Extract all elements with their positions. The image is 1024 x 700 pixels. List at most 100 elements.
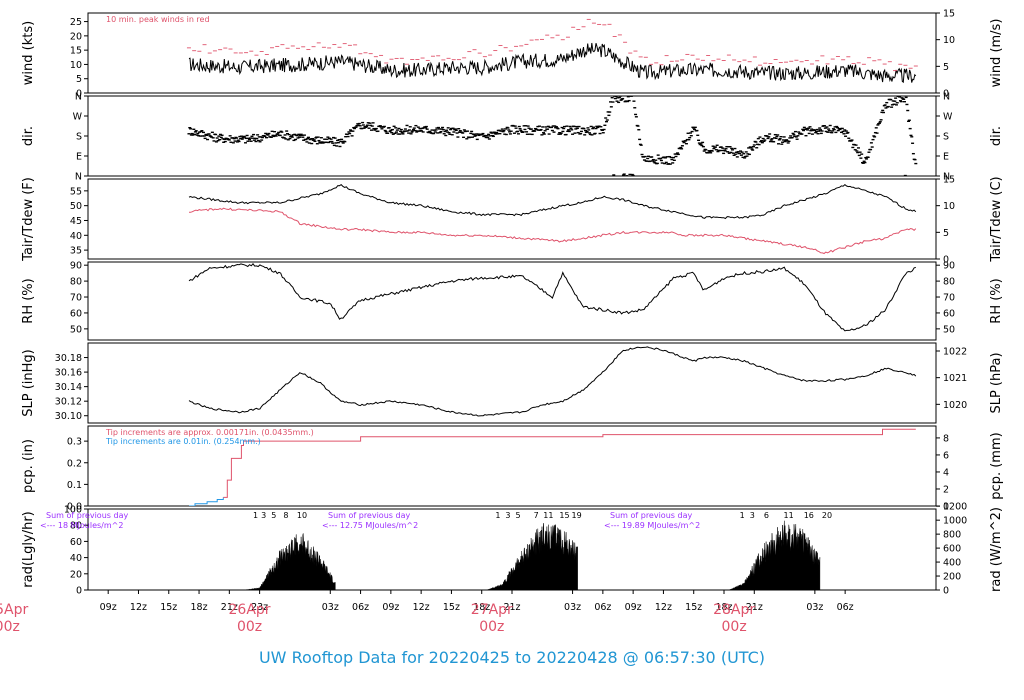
x-tick-label: 15z: [443, 602, 460, 613]
dir-plot-area: [187, 96, 918, 176]
wind-ytick-label: 25: [70, 17, 82, 28]
rh-ylabel-right: RH (%): [989, 278, 1004, 323]
day-hour-label: 00z: [479, 619, 504, 635]
wind-ytick-right-label: 5: [943, 62, 949, 73]
rad-ytick-right-label: 200: [943, 572, 961, 583]
x-tick-label: 21z: [746, 602, 763, 613]
x-tick-label: 09z: [625, 602, 642, 613]
rh-ytick-label: 60: [70, 308, 82, 319]
x-tick-label: 23z: [251, 602, 268, 613]
temp-ytick-label: 40: [70, 231, 82, 242]
wind-ytick-right-label: 0: [943, 89, 949, 100]
temp-ytick-label: 45: [70, 216, 82, 227]
wind-ylabel: wind (kts): [21, 21, 36, 85]
slp-ylabel-right: SLP (hPa): [989, 352, 1004, 413]
rad-ytick-right-label: 0: [943, 586, 949, 597]
x-tick-label: 06z: [352, 602, 369, 613]
rad-plot-area: [244, 520, 821, 590]
rh-series-0: [188, 263, 916, 332]
pcp-annotation-approx: Tip increments are approx. 0.00171in. (0…: [105, 428, 314, 437]
dir-ytick-right-label: W: [943, 112, 953, 123]
rad-ytick-label: 20: [70, 569, 82, 580]
pcp-ytick-right-label: 6: [943, 450, 949, 461]
day-hour-label: 00z: [0, 619, 20, 635]
x-tick-label: 03z: [322, 602, 339, 613]
rad-day-1: [244, 533, 336, 590]
wind-series-wind: [188, 42, 917, 84]
rad-hour-mark: 10: [297, 511, 307, 520]
temp-ytick-label: 55: [70, 186, 82, 197]
wind-plot-area: [186, 18, 918, 84]
rad-hour-mark: 19: [572, 511, 582, 520]
pcp-ytick-label: 0.2: [67, 458, 82, 469]
dir-ytick-label: N: [75, 92, 82, 103]
dir-ytick-label: N: [75, 172, 82, 183]
temp-ytick-right-label: 15: [943, 175, 955, 186]
rad-total-title: Sum of previous day: [328, 511, 410, 520]
pcp-ylabel-right: pcp. (mm): [989, 432, 1004, 499]
rad-hour-mark: 16: [804, 511, 814, 520]
temp-ylabel-right: Tair/Tdew (C): [989, 176, 1004, 262]
rad-ytick-right-label: 1000: [943, 516, 967, 527]
x-tick-label: 21z: [221, 602, 238, 613]
rad-hour-mark: 1: [253, 511, 258, 520]
rad-hour-mark: 3: [261, 511, 266, 520]
rh-ylabel: RH (%): [21, 278, 36, 323]
temp-series-Tair: [188, 183, 917, 220]
dir-ytick-label: E: [76, 152, 82, 163]
temp-ytick-right-label: 10: [943, 201, 955, 212]
day-hour-label: 00z: [722, 619, 747, 635]
rad-ylabel-right: rad (W/m^2): [989, 507, 1004, 592]
day-label: 26Apr: [229, 602, 271, 618]
rh-ytick-right-label: 50: [943, 324, 955, 335]
rad-ytick-label: 60: [70, 537, 82, 548]
wind-ylabel-right: wind (m/s): [989, 19, 1004, 88]
slp-ytick-label: 30.18: [55, 353, 82, 364]
dir-ylabel-right: dir.: [989, 126, 1004, 146]
slp-ytick-right-label: 1020: [943, 400, 967, 411]
wind-frame: [87, 12, 937, 94]
rad-total-value: <--- 19.89 MJoules/m^2: [604, 521, 700, 530]
pcp-ylabel: pcp. (in): [21, 439, 36, 493]
wind-ytick-label: 5: [76, 74, 82, 85]
temp-ytick-label: 50: [70, 201, 82, 212]
rh-ytick-right-label: 80: [943, 277, 955, 288]
pcp-ytick-right-label: 0: [943, 502, 949, 513]
dir-ytick-label: W: [73, 112, 83, 123]
rad-ytick-label: 80: [70, 521, 82, 532]
rad-hour-mark: 1: [495, 511, 500, 520]
slp-ytick-label: 30.14: [55, 382, 82, 393]
rh-ytick-label: 90: [70, 261, 82, 272]
footer-title: UW Rooftop Data for 20220425 to 20220428…: [258, 648, 766, 667]
rh-ytick-label: 50: [70, 324, 82, 335]
x-tick-label: 06z: [594, 602, 611, 613]
pcp-ytick-label: 0.0: [67, 502, 82, 513]
dir-ytick-right-label: N: [943, 172, 950, 183]
temp-ytick-right-label: 5: [943, 228, 949, 239]
pcp-series-tipping-bucket: [189, 497, 224, 506]
rad-hour-mark: 5: [516, 511, 521, 520]
rad-hour-mark: 3: [505, 511, 510, 520]
slp-ytick-right-label: 1021: [943, 373, 967, 384]
wind-annotation: 10 min. peak winds in red: [106, 15, 210, 24]
rad-ytick-right-label: 600: [943, 544, 961, 555]
x-tick-label: 15z: [160, 602, 177, 613]
temp-ytick-right-label: 0: [943, 255, 949, 266]
wind-ytick-label: 15: [70, 46, 82, 57]
rh-ytick-label: 70: [70, 293, 82, 304]
day-hour-label: 00z: [237, 619, 262, 635]
dir-frame: [87, 95, 937, 177]
rad-hour-mark: 11: [543, 511, 553, 520]
rad-hour-mark: 8: [283, 511, 288, 520]
slp-ytick-right-label: 1022: [943, 347, 967, 358]
rad-ytick-right-label: 800: [943, 530, 961, 541]
rad-ytick-right-label: 400: [943, 558, 961, 569]
rad-ytick-label: 40: [70, 553, 82, 564]
pcp-ytick-label: 0.3: [67, 437, 82, 448]
wind-ytick-label: 20: [70, 31, 82, 42]
pcp-plot-area: [189, 428, 916, 506]
pcp-series-approx: [223, 428, 916, 498]
dir-ytick-right-label: N: [943, 92, 950, 103]
rad-total-title: Sum of previous day: [46, 511, 128, 520]
